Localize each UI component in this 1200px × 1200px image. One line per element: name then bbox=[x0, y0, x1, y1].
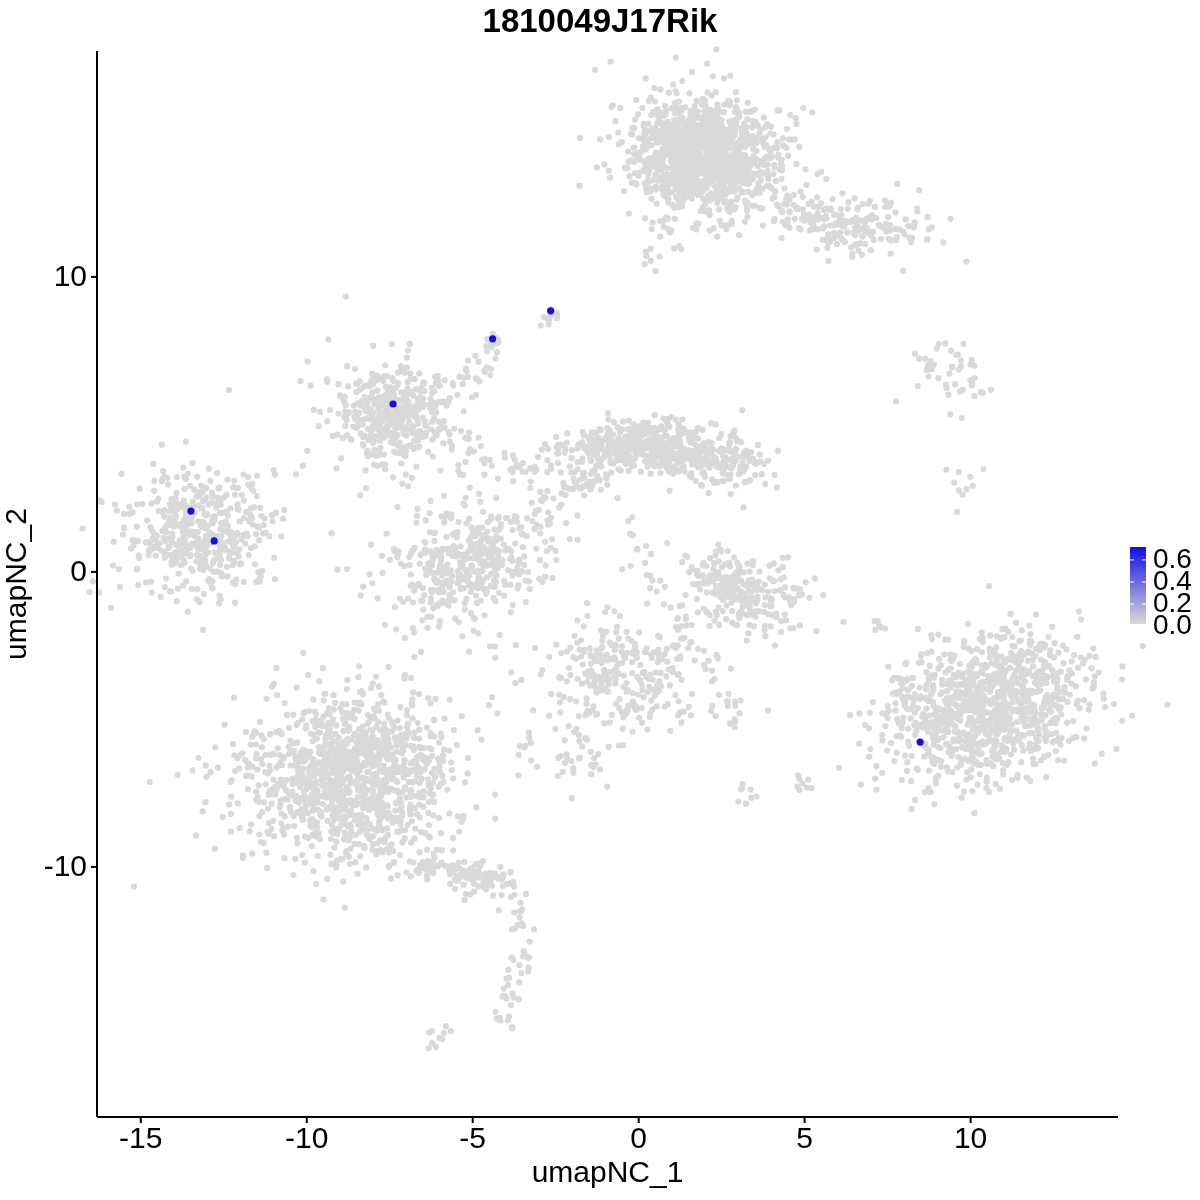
svg-text:-15: -15 bbox=[119, 1121, 162, 1154]
svg-text:-5: -5 bbox=[459, 1121, 486, 1154]
svg-text:5: 5 bbox=[796, 1121, 813, 1154]
svg-text:0.0: 0.0 bbox=[1153, 609, 1192, 640]
svg-text:umapNC_2: umapNC_2 bbox=[0, 508, 32, 660]
svg-text:0: 0 bbox=[630, 1121, 647, 1154]
svg-text:10: 10 bbox=[954, 1121, 987, 1154]
svg-text:0: 0 bbox=[70, 554, 87, 587]
svg-text:-10: -10 bbox=[44, 849, 87, 882]
svg-text:-10: -10 bbox=[285, 1121, 328, 1154]
svg-text:umapNC_1: umapNC_1 bbox=[532, 1155, 684, 1188]
svg-text:10: 10 bbox=[54, 259, 87, 292]
